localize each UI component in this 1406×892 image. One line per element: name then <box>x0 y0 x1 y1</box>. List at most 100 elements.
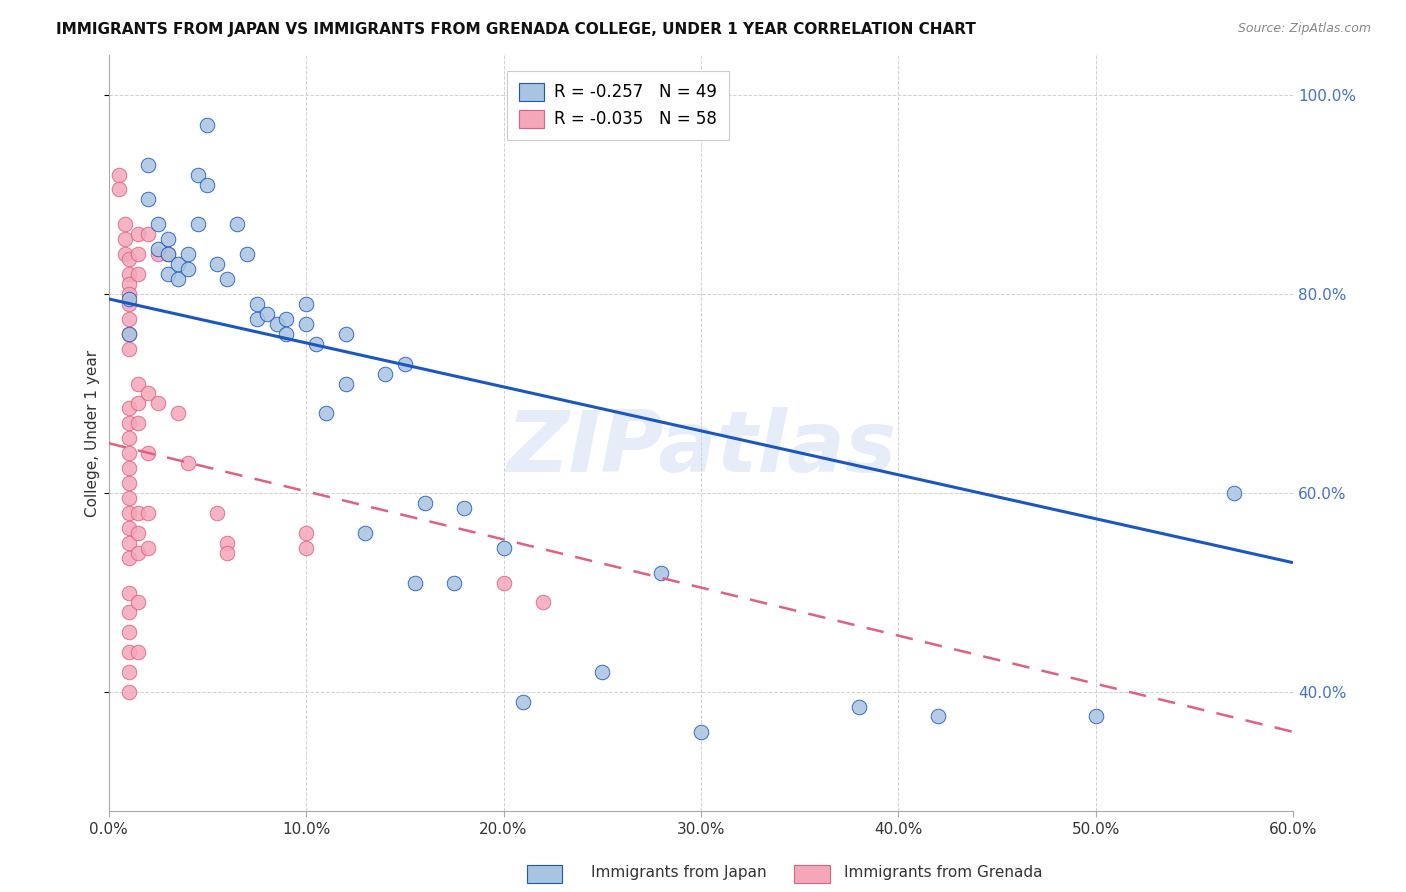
Point <box>187 168 209 182</box>
Point <box>117 645 139 659</box>
Point <box>207 506 229 520</box>
Point <box>136 158 159 172</box>
Point <box>226 217 249 231</box>
Point <box>114 217 136 231</box>
Point <box>117 252 139 267</box>
Point <box>156 267 179 281</box>
Point <box>404 575 426 590</box>
Point <box>591 665 613 680</box>
Y-axis label: College, Under 1 year: College, Under 1 year <box>86 350 100 516</box>
Point <box>146 217 169 231</box>
Point <box>117 267 139 281</box>
Point <box>117 326 139 341</box>
Point <box>117 401 139 416</box>
Point <box>117 585 139 599</box>
Point <box>127 247 149 261</box>
Point <box>127 595 149 609</box>
Point <box>177 456 200 470</box>
Point <box>117 292 139 306</box>
Point <box>127 645 149 659</box>
Point <box>374 367 396 381</box>
Point <box>117 326 139 341</box>
Point <box>197 178 219 192</box>
Point <box>187 217 209 231</box>
Point <box>127 227 149 242</box>
Point <box>156 247 179 261</box>
Point <box>197 118 219 132</box>
Point <box>492 575 515 590</box>
Point <box>127 525 149 540</box>
Point <box>177 262 200 277</box>
Point <box>295 297 318 311</box>
Point <box>256 307 278 321</box>
Point <box>315 406 337 420</box>
Text: IMMIGRANTS FROM JAPAN VS IMMIGRANTS FROM GRENADA COLLEGE, UNDER 1 YEAR CORRELATI: IMMIGRANTS FROM JAPAN VS IMMIGRANTS FROM… <box>56 22 976 37</box>
Point <box>166 406 188 420</box>
Point <box>531 595 554 609</box>
Point <box>117 287 139 301</box>
Point <box>848 700 870 714</box>
Point <box>512 695 534 709</box>
Point <box>177 247 200 261</box>
Point <box>246 297 269 311</box>
Point <box>295 317 318 331</box>
Point <box>217 546 239 560</box>
Point <box>927 709 949 723</box>
Point <box>127 417 149 431</box>
Point <box>136 446 159 460</box>
Point <box>1223 486 1246 500</box>
Point <box>114 247 136 261</box>
Point <box>295 541 318 555</box>
Point <box>107 182 129 196</box>
Point <box>166 257 188 271</box>
Point <box>117 550 139 565</box>
Point <box>117 606 139 620</box>
Point <box>127 267 149 281</box>
Point <box>146 242 169 256</box>
Point <box>492 541 515 555</box>
Point <box>117 685 139 699</box>
Point <box>117 311 139 326</box>
Point <box>453 500 475 515</box>
Point <box>443 575 465 590</box>
Point <box>114 232 136 246</box>
Point <box>127 506 149 520</box>
Point <box>117 342 139 356</box>
Point <box>354 525 377 540</box>
Point <box>1084 709 1107 723</box>
Point <box>117 431 139 445</box>
Point <box>335 376 357 391</box>
Point <box>117 297 139 311</box>
Point <box>266 317 288 331</box>
Point <box>156 232 179 246</box>
Point <box>146 396 169 410</box>
Text: Immigrants from Grenada: Immigrants from Grenada <box>844 865 1042 880</box>
Point <box>127 546 149 560</box>
Point <box>136 193 159 207</box>
Text: Source: ZipAtlas.com: Source: ZipAtlas.com <box>1237 22 1371 36</box>
Point <box>156 247 179 261</box>
Point <box>136 541 159 555</box>
Point <box>650 566 672 580</box>
Text: Immigrants from Japan: Immigrants from Japan <box>591 865 766 880</box>
Point <box>117 277 139 291</box>
Point <box>207 257 229 271</box>
Point <box>117 417 139 431</box>
Point <box>146 247 169 261</box>
Text: ZIPatlas: ZIPatlas <box>506 407 896 490</box>
Point <box>117 491 139 505</box>
Point <box>136 227 159 242</box>
Point <box>117 461 139 475</box>
Point <box>127 376 149 391</box>
Point <box>394 357 416 371</box>
Point <box>305 336 328 351</box>
Point <box>117 446 139 460</box>
Point <box>276 311 298 326</box>
Point <box>689 724 711 739</box>
Point <box>413 496 436 510</box>
Point <box>236 247 259 261</box>
Point <box>117 625 139 640</box>
Point <box>117 521 139 535</box>
Point <box>117 506 139 520</box>
Point <box>127 396 149 410</box>
